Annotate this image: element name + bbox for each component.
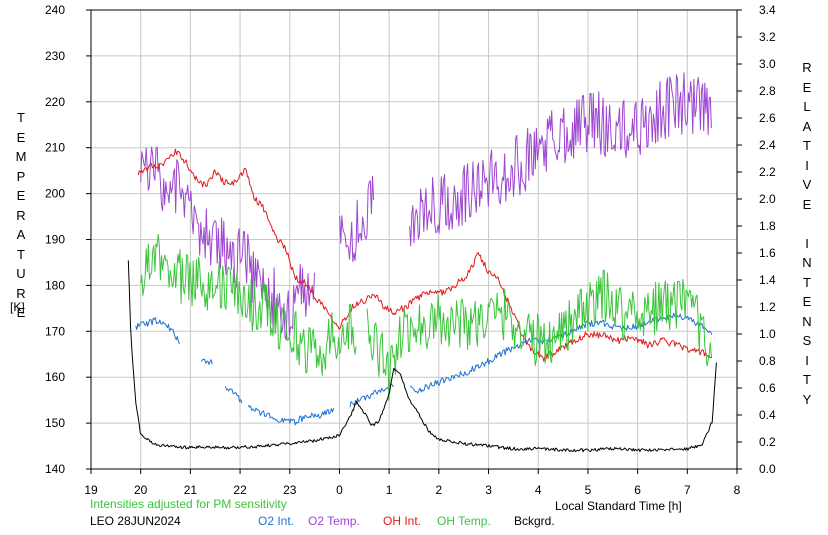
axis-title-letter: T xyxy=(803,274,811,290)
y-right-tick-label: 3.2 xyxy=(759,30,776,44)
series-o2-int xyxy=(135,312,713,426)
axis-title-letter: A xyxy=(16,227,26,242)
axis-title-letter: T xyxy=(17,110,25,125)
y-right-tick-label: 0.6 xyxy=(759,381,776,395)
y-right-tick-label: 0.2 xyxy=(759,435,776,449)
axis-title-letter: S xyxy=(802,333,812,348)
series-layer xyxy=(127,72,717,453)
axis-title-letter: R xyxy=(802,60,812,75)
axis-title-letter: R xyxy=(16,207,26,223)
series-bckgrd xyxy=(127,260,717,453)
axis-title-letter: U xyxy=(16,266,26,281)
y-right-tick-label: 1.0 xyxy=(759,327,776,341)
legend-oh-int: OH Int. xyxy=(383,514,422,528)
axis-title-letter: E xyxy=(802,294,812,309)
y-left-tick-label: 190 xyxy=(45,233,65,247)
x-tick-label: 23 xyxy=(283,483,297,497)
axis-title-letter: Y xyxy=(802,391,812,407)
y-right-tick-label: 0.4 xyxy=(759,408,776,422)
y-axis-left-unit: [K] xyxy=(10,300,25,314)
axis-title-letter: I xyxy=(805,235,809,251)
x-tick-label: 22 xyxy=(233,483,247,497)
y-right-tick-label: 2.8 xyxy=(759,84,776,98)
axis-title-letter: E xyxy=(802,79,812,95)
y-left-tick-label: 230 xyxy=(45,49,65,63)
x-tick-label: 6 xyxy=(634,483,641,497)
note-intensities-adjusted: Intensities adjusted for PM sensitivity xyxy=(90,497,287,511)
y-right-tick-label: 0.0 xyxy=(759,462,776,476)
x-tick-label: 7 xyxy=(684,483,691,497)
y-right-tick-label: 2.0 xyxy=(759,192,776,206)
x-tick-label: 3 xyxy=(485,483,492,497)
axis-title-letter: E xyxy=(16,129,26,145)
x-tick-label: 20 xyxy=(134,483,148,497)
y-left-tick-label: 210 xyxy=(45,141,65,155)
axis-title-letter: V xyxy=(802,177,812,192)
y-right-tick-label: 2.2 xyxy=(759,165,776,179)
axis-title-letter: L xyxy=(803,99,811,114)
y-right-tick-label: 1.2 xyxy=(759,300,776,314)
y-left-tick-label: 220 xyxy=(45,95,65,109)
axis-title-letter: T xyxy=(17,246,25,262)
axis-title-letter: E xyxy=(16,188,26,203)
y-right-tick-label: 1.6 xyxy=(759,246,776,260)
legend-oh-temp: OH Temp. xyxy=(437,514,491,528)
series-o2-temp xyxy=(140,72,712,341)
x-tick-label: 19 xyxy=(84,483,98,497)
axis-title-letter xyxy=(800,214,814,234)
axis-title-letter: R xyxy=(16,285,26,301)
x-tick-label: 8 xyxy=(734,483,741,497)
y-right-tick-label: 0.8 xyxy=(759,354,776,368)
y-right-tick-label: 3.4 xyxy=(759,3,776,17)
y-right-tick-label: 2.4 xyxy=(759,138,776,152)
axis-title-letter: T xyxy=(803,138,811,153)
series-oh-temp xyxy=(140,233,712,401)
y-left-tick-label: 200 xyxy=(45,187,65,201)
y-left-tick-label: 160 xyxy=(45,370,65,384)
y-left-tick-label: 180 xyxy=(45,278,65,292)
axis-title-letter: M xyxy=(15,149,27,164)
y-right-tick-label: 3.0 xyxy=(759,57,776,71)
axis-title-letter: E xyxy=(802,196,812,212)
legend-bckgrd: Bckgrd. xyxy=(514,514,555,528)
x-tick-label: 21 xyxy=(184,483,198,497)
axis-ticks: 1401501601701801902002102202302400.00.20… xyxy=(45,3,776,497)
legend-o2-int: O2 Int. xyxy=(258,514,295,528)
y-right-tick-label: 1.8 xyxy=(759,219,776,233)
axis-title-letter: A xyxy=(802,118,812,134)
x-tick-label: 5 xyxy=(585,483,592,497)
y-left-tick-label: 150 xyxy=(45,416,65,430)
y-right-tick-label: 2.6 xyxy=(759,111,776,125)
y-left-tick-label: 240 xyxy=(45,3,65,17)
axis-title-letter: E xyxy=(16,305,26,320)
axis-title-letter: I xyxy=(805,157,809,173)
station-date: LEO 28JUN2024 xyxy=(90,514,181,528)
x-axis-label: Local Standard Time [h] xyxy=(555,499,682,513)
axis-title-letter: I xyxy=(805,352,809,368)
y-left-tick-label: 140 xyxy=(45,462,65,476)
axis-title-letter: T xyxy=(803,372,811,387)
axis-title-letter: N xyxy=(802,313,812,329)
axis-title-letter: N xyxy=(802,255,812,270)
y-right-tick-label: 1.4 xyxy=(759,273,776,287)
series-oh-int xyxy=(137,148,713,362)
x-tick-label: 4 xyxy=(535,483,542,497)
y-left-tick-label: 170 xyxy=(45,324,65,338)
legend-o2-temp: O2 Temp. xyxy=(308,514,360,528)
axis-title-letter: P xyxy=(16,168,26,184)
x-tick-label: 0 xyxy=(336,483,343,497)
x-tick-label: 1 xyxy=(386,483,393,497)
x-tick-label: 2 xyxy=(436,483,443,497)
